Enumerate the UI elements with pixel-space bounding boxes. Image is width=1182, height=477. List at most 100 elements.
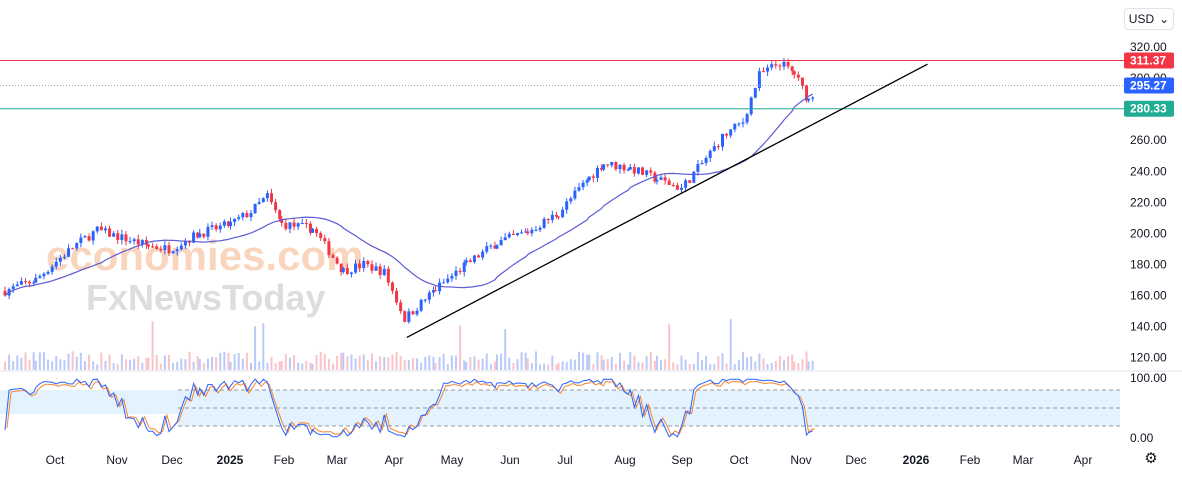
currency-selector[interactable]: USD ⌄ — [1124, 8, 1174, 30]
watermark: economies.com FxNewsToday — [46, 232, 363, 318]
candle-body — [692, 171, 696, 183]
candle-body — [557, 216, 560, 218]
volume-bar — [742, 351, 744, 370]
volume-bar — [407, 359, 410, 370]
volume-bar — [336, 356, 339, 370]
volume-bar — [42, 352, 45, 370]
candle-body — [805, 85, 809, 101]
volume-bar — [493, 361, 496, 370]
candle-body — [362, 261, 366, 268]
volume-bar — [465, 361, 468, 370]
candle-body — [749, 97, 753, 115]
volume-bar — [680, 355, 683, 370]
volume-bars — [4, 319, 814, 370]
candle-body — [198, 233, 202, 238]
volume-bar — [83, 361, 86, 370]
candle-body — [704, 158, 708, 164]
candle-body — [503, 237, 507, 241]
time-tick-label: Nov — [790, 453, 811, 467]
volume-bar — [151, 321, 154, 370]
candle-body — [622, 164, 626, 171]
volume-bar — [237, 352, 240, 370]
time-tick-label: Jul — [557, 453, 572, 467]
volume-bar — [428, 355, 431, 370]
candle-body — [179, 245, 183, 250]
time-tick-label: Apr — [1074, 453, 1093, 467]
volume-bar — [664, 359, 667, 370]
candle-body — [345, 268, 349, 274]
volume-bar — [592, 364, 595, 370]
volume-bar — [733, 364, 736, 370]
candle-body — [202, 233, 206, 237]
time-tick-label: Dec — [161, 453, 182, 467]
candle-body — [520, 232, 524, 234]
volume-bar — [469, 357, 472, 370]
volume-bar — [520, 352, 523, 370]
candle-body — [196, 232, 200, 238]
candle-body — [530, 229, 534, 234]
volume-bar — [391, 354, 394, 370]
volume-bar — [797, 363, 800, 370]
candle-body — [140, 240, 144, 245]
volume-bar — [323, 353, 326, 370]
volume-bar — [750, 356, 753, 370]
candle-body — [770, 64, 774, 68]
candle-body — [124, 234, 128, 242]
candle-body — [745, 114, 749, 123]
candle-body — [38, 276, 42, 278]
volume-bar — [399, 356, 402, 370]
candle-body — [144, 240, 148, 245]
candle-body — [438, 282, 442, 292]
candle-body — [151, 246, 155, 248]
volume-bar — [485, 353, 488, 370]
time-tick-label: 2025 — [217, 453, 244, 467]
volume-bar — [551, 355, 554, 370]
last-tag — [1124, 77, 1174, 94]
gear-icon[interactable]: ⚙ — [1144, 450, 1158, 467]
price-tick-label: 240.00 — [1130, 164, 1167, 178]
volume-bar — [774, 361, 777, 370]
volume-bar — [649, 352, 652, 370]
candle-body — [319, 233, 323, 239]
volume-bar — [653, 360, 656, 370]
volume-bar — [783, 360, 785, 370]
volume-bar — [24, 352, 27, 370]
candle-body — [636, 167, 640, 174]
volume-bar — [250, 362, 252, 370]
candle-body — [296, 223, 300, 227]
volume-bar — [508, 357, 511, 370]
volume-bar — [262, 323, 265, 370]
volume-bar — [434, 363, 437, 370]
volume-bar — [455, 355, 457, 370]
candle-body — [757, 71, 761, 89]
time-tick-label: Feb — [960, 453, 981, 467]
volume-bar — [787, 356, 790, 370]
candle-body — [632, 167, 636, 174]
candle-body — [155, 246, 159, 249]
volume-bar — [721, 353, 724, 370]
volume-bar — [737, 359, 740, 370]
candle-body — [366, 261, 370, 265]
candle-body — [159, 248, 163, 251]
candle-body — [688, 180, 692, 183]
volume-bar — [811, 360, 814, 370]
volume-bar — [233, 353, 236, 370]
candle-body — [493, 245, 497, 249]
volume-bar — [96, 364, 99, 370]
volume-bar — [147, 357, 150, 370]
volume-bar — [100, 352, 103, 370]
volume-bar — [92, 361, 95, 370]
price-tick-label: 120.00 — [1130, 351, 1167, 365]
candle-body — [226, 221, 230, 227]
candle-body — [774, 64, 778, 66]
candle-body — [434, 290, 437, 292]
candle-body — [229, 221, 232, 227]
volume-bar — [676, 364, 679, 370]
stochastic-k-line — [4, 378, 813, 438]
volume-bar — [88, 354, 91, 370]
candle-body — [565, 201, 569, 210]
volume-bar — [619, 352, 621, 370]
volume-bar — [524, 352, 527, 370]
volume-bar — [623, 360, 626, 370]
volume-bar — [526, 358, 529, 370]
